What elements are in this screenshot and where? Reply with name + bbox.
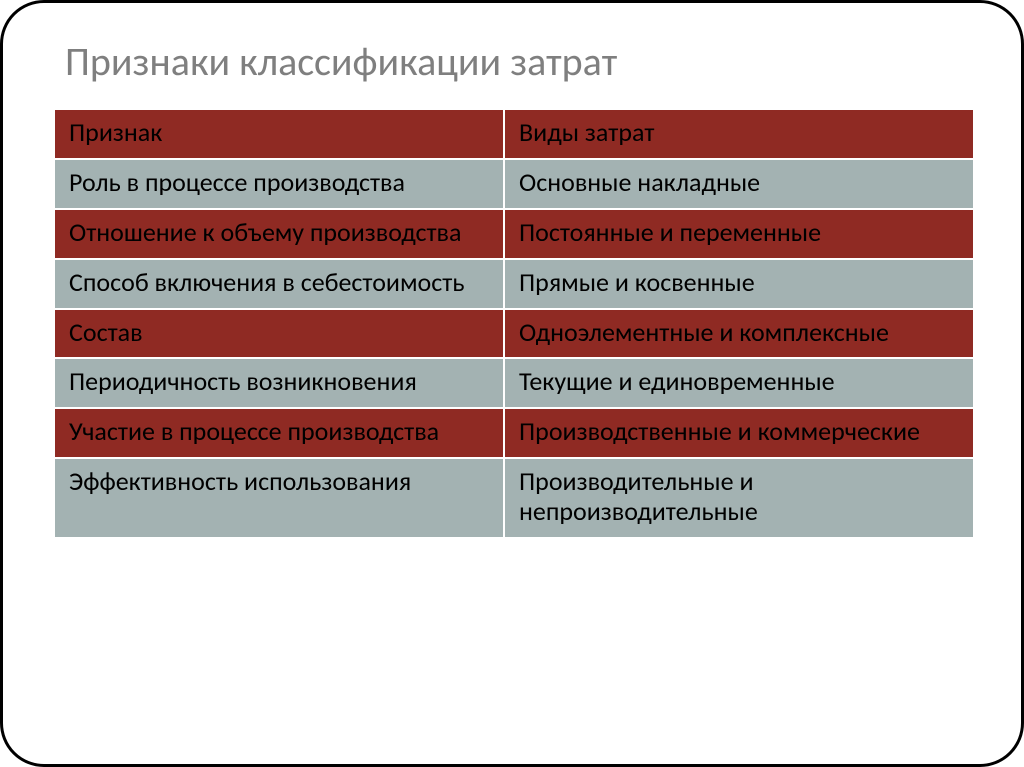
table-cell: Постоянные и переменные (504, 209, 974, 259)
table-row: Состав Одноэлементные и комплексные (54, 309, 974, 359)
table-row: Роль в процессе производства Основные на… (54, 159, 974, 209)
table-cell: Способ включения в себестоимость (54, 259, 504, 309)
table-cell: Основные накладные (504, 159, 974, 209)
table-header-row: Признак Виды затрат (54, 109, 974, 159)
table-cell: Текущие и единовременные (504, 358, 974, 408)
table-row: Эффективность использования Производител… (54, 458, 974, 538)
table-row: Способ включения в себестоимость Прямые … (54, 259, 974, 309)
table-row: Участие в процессе производства Производ… (54, 408, 974, 458)
table-cell: Производственные и коммерческие (504, 408, 974, 458)
table-cell: Прямые и косвенные (504, 259, 974, 309)
header-cell: Признак (54, 109, 504, 159)
table-row: Периодичность возникновения Текущие и ед… (54, 358, 974, 408)
table-cell: Периодичность возникновения (54, 358, 504, 408)
page-title: Признаки классификации затрат (65, 37, 989, 86)
table-row: Отношение к объему производства Постоянн… (54, 209, 974, 259)
table-cell: Эффективность использования (54, 458, 504, 538)
table-cell: Состав (54, 309, 504, 359)
slide-frame: Признаки классификации затрат Признак Ви… (0, 0, 1024, 767)
table-cell: Производительные и непроизводительные (504, 458, 974, 538)
header-cell: Виды затрат (504, 109, 974, 159)
table-cell: Одноэлементные и комплексные (504, 309, 974, 359)
table-cell: Отношение к объему производства (54, 209, 504, 259)
classification-table: Признак Виды затрат Роль в процессе прои… (53, 108, 975, 539)
table-cell: Участие в процессе производства (54, 408, 504, 458)
table-cell: Роль в процессе производства (54, 159, 504, 209)
